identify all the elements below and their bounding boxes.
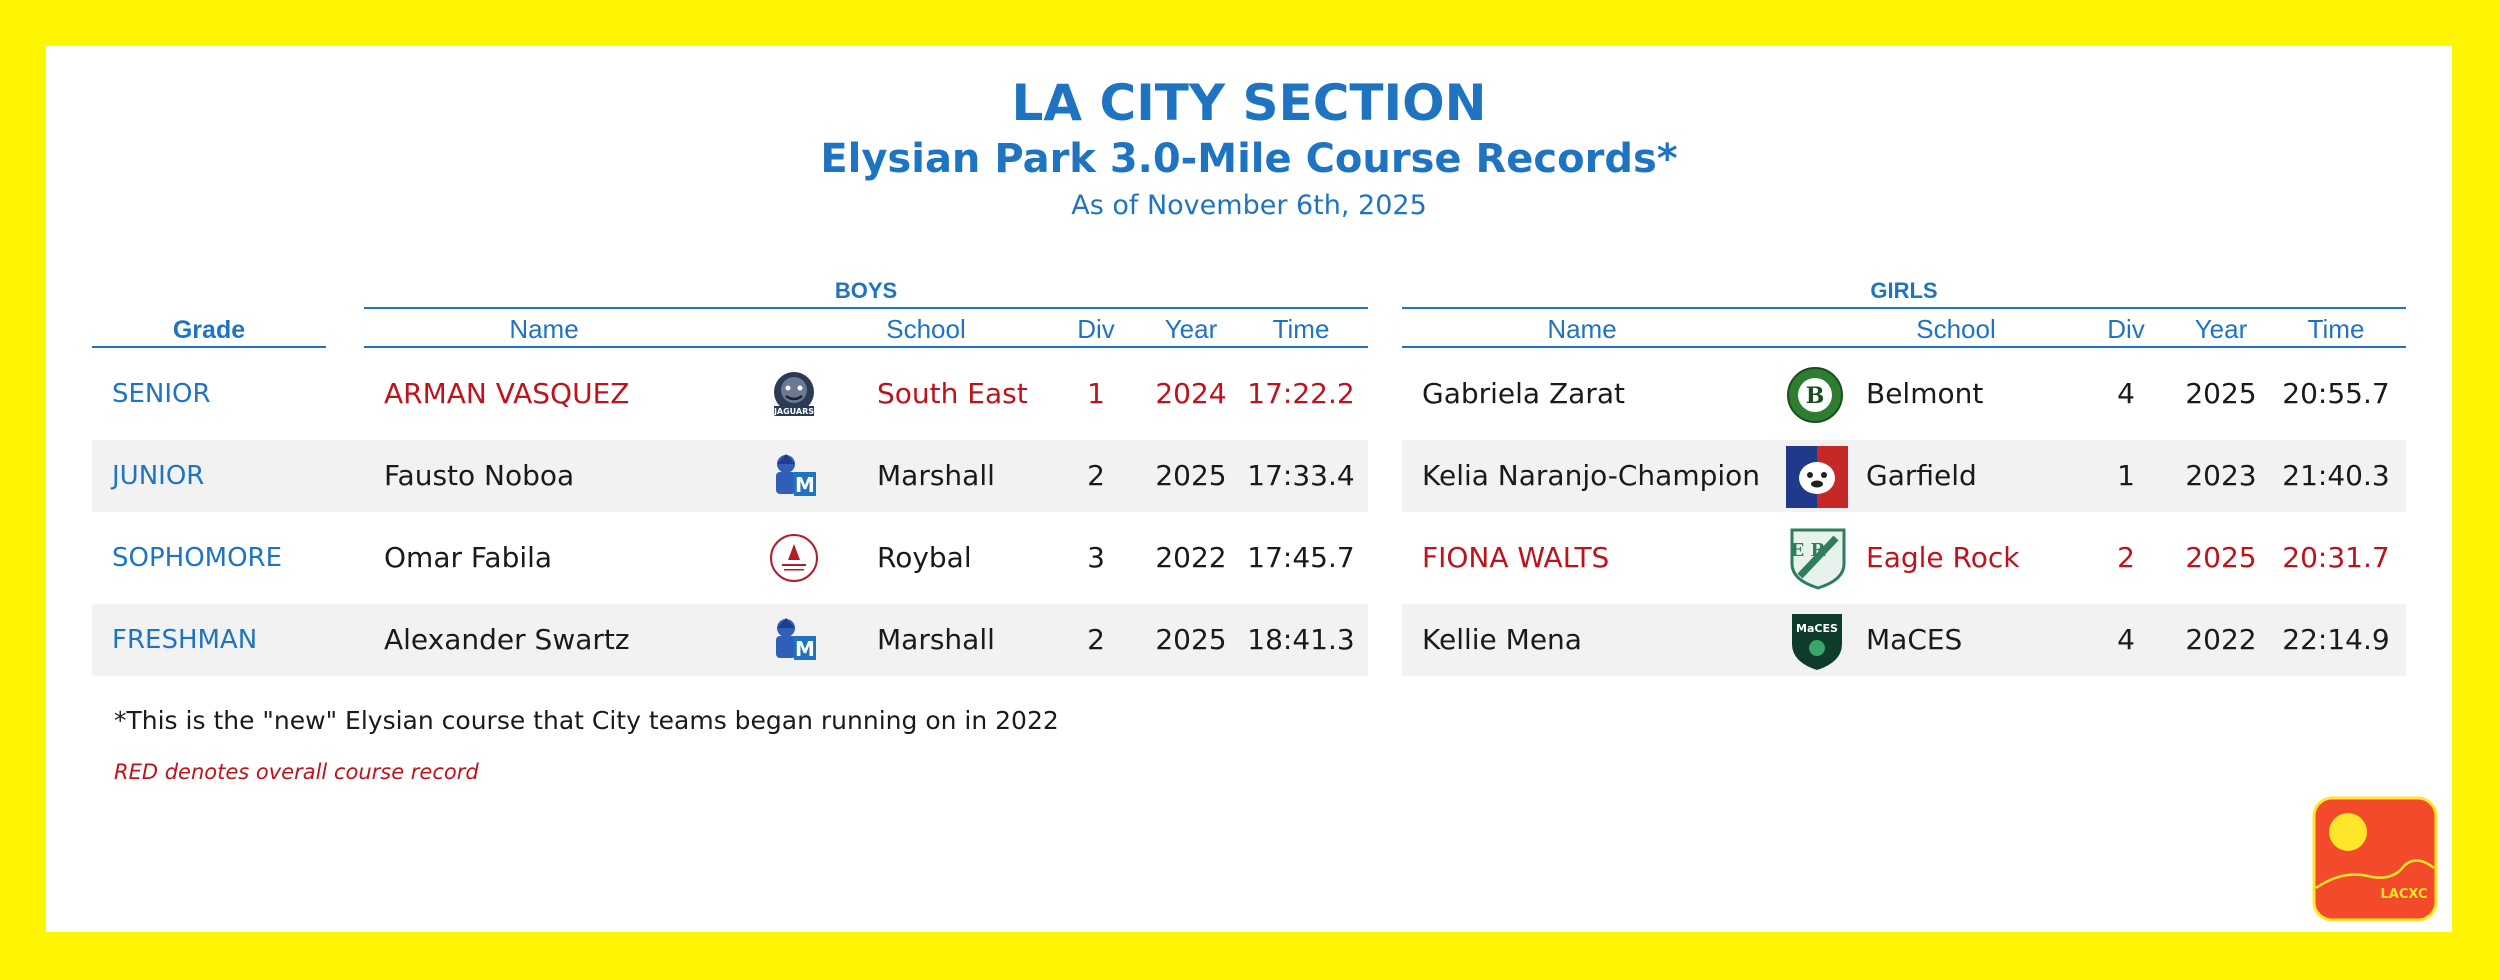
boys-heading: BOYS — [834, 278, 898, 303]
girls-name-header: Name — [1547, 314, 1617, 344]
maces-logo-icon: MaCES — [1792, 614, 1842, 670]
girls-school-header: School — [1916, 314, 1996, 344]
garfield-logo-icon — [1786, 446, 1848, 508]
svg-text:M: M — [795, 473, 815, 497]
school-name: Marshall — [877, 623, 995, 656]
boys-row-senior: SENIOR ARMAN VASQUEZ JAGUARS South East … — [92, 358, 1368, 430]
time: 17:33.4 — [1247, 459, 1355, 492]
svg-text:M: M — [795, 637, 815, 661]
athlete-name: Gabriela Zarat — [1422, 377, 1625, 410]
as-of-date: As of November 6th, 2025 — [1071, 190, 1427, 221]
division: 4 — [2117, 623, 2135, 656]
girls-year-header: Year — [2194, 314, 2248, 344]
year: 2025 — [1155, 623, 1227, 656]
school-name: MaCES — [1866, 623, 1963, 656]
athlete-name: Kellie Mena — [1422, 623, 1582, 656]
school-name: Roybal — [877, 541, 972, 574]
footnote: *This is the "new" Elysian course that C… — [114, 706, 1059, 735]
eagle-rock-logo-icon: E R — [1790, 528, 1846, 590]
year: 2023 — [2185, 459, 2257, 492]
athlete-name: Alexander Swartz — [384, 623, 630, 656]
division: 2 — [1087, 459, 1105, 492]
division: 1 — [2117, 459, 2135, 492]
boys-header-line — [364, 346, 1368, 348]
grade-column-header: Grade — [172, 316, 246, 344]
girls-div-header: Div — [2107, 314, 2145, 344]
girls-row-sophomore: FIONA WALTS E R Eagle Rock 2 2025 20:31.… — [1402, 522, 2406, 594]
time: 17:22.2 — [1247, 377, 1355, 410]
grade-label: SENIOR — [112, 379, 211, 409]
grade-header-line — [92, 346, 326, 348]
lacxc-logo-icon: LACXC — [2312, 796, 2438, 922]
roybal-logo-icon — [770, 534, 818, 582]
athlete-name: Kelia Naranjo-Champion — [1422, 459, 1761, 492]
division: 2 — [1087, 623, 1105, 656]
year: 2025 — [2185, 541, 2257, 574]
grade-label: JUNIOR — [112, 461, 205, 491]
boys-heading-line — [364, 307, 1368, 309]
belmont-logo-icon: B — [1787, 367, 1843, 423]
girls-row-junior: Kelia Naranjo-Champion Garfield 1 2023 2… — [1402, 440, 2406, 512]
year: 2025 — [1155, 459, 1227, 492]
svg-text:E R: E R — [1791, 540, 1827, 561]
page-frame: LA CITY SECTION Elysian Park 3.0-Mile Co… — [46, 46, 2452, 932]
division: 1 — [1087, 377, 1105, 410]
boys-school-header: School — [886, 314, 966, 344]
boys-row-junior: JUNIOR Fausto Noboa M Marshall 2 2025 17… — [92, 440, 1368, 512]
boys-year-header: Year — [1164, 314, 1218, 344]
red-legend-note: RED denotes overall course record — [114, 760, 479, 784]
svg-text:B: B — [1806, 383, 1825, 409]
year: 2025 — [2185, 377, 2257, 410]
girls-heading-line — [1402, 307, 2406, 309]
grade-label: SOPHOMORE — [112, 543, 283, 573]
svg-text:JAGUARS: JAGUARS — [773, 407, 814, 416]
time: 22:14.9 — [2282, 623, 2390, 656]
marshall-logo-icon: M — [776, 454, 816, 497]
time: 20:31.7 — [2282, 541, 2390, 574]
athlete-name: FIONA WALTS — [1422, 541, 1610, 574]
svg-text:LACXC: LACXC — [2381, 887, 2428, 902]
time: 17:45.7 — [1247, 541, 1355, 574]
year: 2022 — [1155, 541, 1227, 574]
time: 21:40.3 — [2282, 459, 2390, 492]
division: 4 — [2117, 377, 2135, 410]
school-name: Eagle Rock — [1866, 541, 2020, 574]
athlete-name: ARMAN VASQUEZ — [384, 377, 630, 410]
page-title: LA CITY SECTION — [1011, 74, 1487, 132]
athlete-name: Omar Fabila — [384, 541, 553, 574]
school-name: Garfield — [1866, 459, 1977, 492]
girls-header-line — [1402, 346, 2406, 348]
year: 2024 — [1155, 377, 1227, 410]
girls-row-senior: Gabriela Zarat B Belmont 4 2025 20:55.7 — [1402, 358, 2406, 430]
girls-row-freshman: Kellie Mena MaCES MaCES 4 2022 22:14.9 — [1402, 604, 2406, 676]
time: 18:41.3 — [1247, 623, 1355, 656]
school-name: South East — [877, 377, 1028, 410]
grade-label: FRESHMAN — [112, 625, 258, 655]
svg-text:MaCES: MaCES — [1796, 622, 1838, 635]
athlete-name: Fausto Noboa — [384, 459, 575, 492]
boys-row-sophomore: SOPHOMORE Omar Fabila Roybal 3 2022 17:4… — [92, 522, 1368, 594]
marshall-logo-icon: M — [776, 618, 816, 661]
boys-row-freshman: FRESHMAN Alexander Swartz M Marshall 2 2… — [92, 604, 1368, 676]
school-name: Belmont — [1866, 377, 1984, 410]
boys-time-header: Time — [1272, 314, 1330, 344]
division: 3 — [1087, 541, 1105, 574]
girls-heading: GIRLS — [1870, 278, 1938, 303]
boys-name-header: Name — [509, 314, 579, 344]
page-subtitle: Elysian Park 3.0-Mile Course Records* — [820, 136, 1678, 182]
division: 2 — [2117, 541, 2135, 574]
jaguars-logo-icon: JAGUARS — [773, 372, 814, 416]
girls-time-header: Time — [2307, 314, 2365, 344]
time: 20:55.7 — [2282, 377, 2390, 410]
school-name: Marshall — [877, 459, 995, 492]
boys-div-header: Div — [1077, 314, 1115, 344]
year: 2022 — [2185, 623, 2257, 656]
